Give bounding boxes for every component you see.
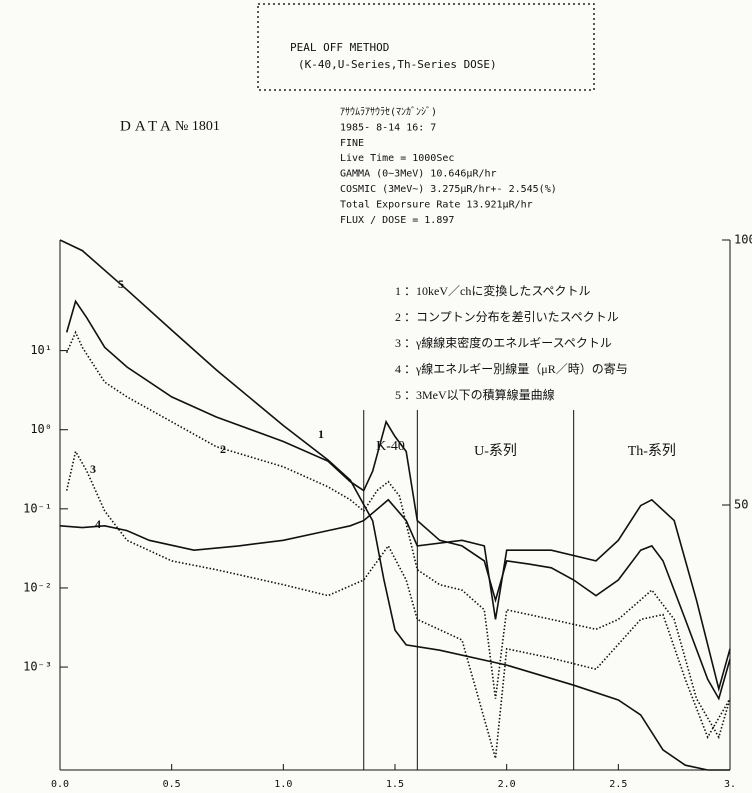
data-label: DATA (120, 118, 175, 134)
x-tick-label: 0.5 (163, 779, 181, 790)
series-line (60, 239, 730, 771)
legend-text: ：γ線エネルギー別線量（μR／時）の寄与 (404, 361, 628, 376)
info-line: Total Exporsure Rate 13.921μR/hr (340, 199, 533, 210)
header-subtitle: (K-40,U-Series,Th-Series DOSE) (298, 58, 497, 71)
info-line: Live Time = 1000Sec (340, 153, 454, 164)
info-line: 1985- 8-14 16: 7 (340, 122, 436, 133)
legend-number: 1 (395, 284, 401, 298)
info-line: FINE (340, 138, 364, 149)
series-label: 5 (118, 277, 124, 291)
legend-text: ：γ線線束密度のエネルギースペクトル (404, 335, 612, 350)
region-label: K-40 (376, 439, 405, 454)
y-tick-label: 10⁻² (23, 580, 52, 594)
y-tick-label: 10⁻¹ (23, 501, 52, 515)
legend-text: ：3MeV以下の積算線量曲線 (404, 387, 555, 402)
series-line (65, 330, 731, 740)
info-line: GAMMA (0~3MeV) 10.646μR/hr (340, 169, 497, 180)
x-tick-label: 1.0 (274, 779, 292, 790)
data-number: № 1801 (175, 119, 220, 134)
series-line (65, 449, 731, 759)
y-tick-label: 10¹ (30, 343, 52, 357)
x-tick-label: 3. (724, 779, 736, 790)
legend-number: 2 (395, 310, 401, 324)
y-tick-label: 10⁰ (30, 422, 52, 436)
legend-number: 4 (395, 362, 401, 376)
series-label: 3 (90, 462, 96, 476)
x-tick-label: 2.5 (609, 779, 627, 790)
legend-number: 5 (395, 388, 401, 402)
legend-text: ：10keV／chに変換したスペクトル (404, 283, 590, 298)
info-line: FLUX / DOSE = 1.897 (340, 215, 454, 226)
series-label: 4 (95, 517, 101, 531)
series-line (60, 498, 731, 693)
header-title: PEAL OFF METHOD (290, 41, 389, 54)
series-label: 2 (220, 442, 226, 456)
legend-number: 3 (395, 336, 401, 350)
y2-tick-label: 50 (734, 498, 748, 512)
x-tick-label: 2.0 (498, 779, 516, 790)
header-box (257, 3, 595, 91)
series-label: 1 (318, 427, 324, 441)
info-line: ｱｻｳﾑﾗｱｻｳﾗｾ(ﾏﾝｶﾞﾝｼﾞ) (340, 106, 437, 118)
info-line: COSMIC (3MeV~) 3.275μR/hr+- 2.545(%) (340, 184, 557, 195)
y2-tick-label: 100 (734, 233, 752, 247)
x-tick-label: 1.5 (386, 779, 404, 790)
legend-text: ：コンプトン分布を差引いたスペクトル (404, 310, 619, 324)
series-line (65, 299, 731, 701)
y-tick-label: 10⁻³ (23, 660, 52, 674)
region-label: Th-系列 (628, 443, 676, 459)
plot-area (60, 239, 731, 771)
x-tick-label: 0.0 (51, 779, 69, 790)
region-label: U-系列 (474, 443, 517, 459)
